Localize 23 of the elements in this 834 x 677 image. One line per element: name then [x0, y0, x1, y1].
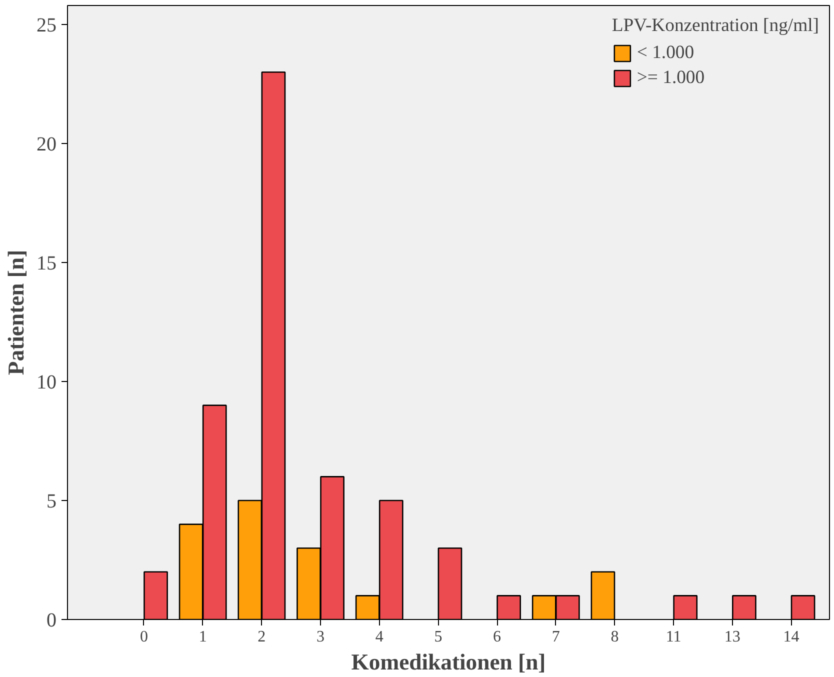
x-tick-label: 7	[552, 628, 560, 646]
legend-label: < 1.000	[636, 42, 694, 64]
x-tick-label: 6	[493, 628, 502, 646]
x-tick-label: 13	[724, 628, 740, 646]
y-axis-title: Patienten [n]	[4, 250, 28, 376]
legend-title: LPV-Konzentration [ng/ml]	[612, 15, 819, 37]
y-tick-label: 0	[46, 610, 56, 632]
x-tick-label: 4	[375, 628, 384, 646]
y-tick-label: 20	[36, 134, 56, 156]
x-axis-title: Komedikationen [n]	[351, 650, 546, 674]
x-tick-label: 1	[198, 628, 207, 646]
y-tick-label: 25	[36, 14, 56, 37]
x-tick-label: 3	[316, 628, 325, 646]
x-tick-label: 11	[666, 628, 682, 646]
y-tick-label: 10	[36, 372, 56, 394]
x-tick-label: 14	[783, 628, 800, 646]
x-tick-label: 0	[140, 628, 148, 646]
y-tick-label: 5	[46, 490, 56, 513]
legend-label: >= 1.000	[636, 67, 705, 89]
x-tick-label: 2	[258, 628, 266, 646]
x-tick-label: 5	[434, 628, 442, 646]
y-tick-label: 15	[36, 252, 56, 275]
x-tick-label: 8	[610, 628, 619, 646]
